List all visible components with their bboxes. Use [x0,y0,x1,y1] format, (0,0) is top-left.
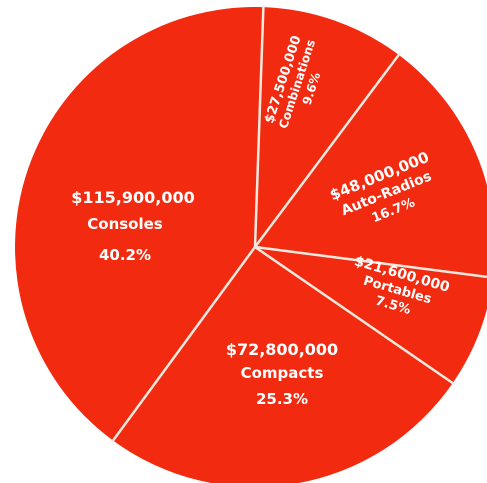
slice-divider-line [110,246,257,443]
label-group-consoles: $115,900,000 Consoles 40.2% [71,188,194,264]
slice-name-label: Compacts [241,364,324,382]
slice-percent-label: 40.2% [99,246,151,264]
slice-dividers [110,5,487,443]
label-group-compacts: $72,800,000 Compacts 25.3% [226,340,338,408]
pie-slice-portables [255,247,487,384]
slice-divider-line [253,52,401,248]
slice-amount-label: $72,800,000 [226,340,338,359]
slice-divider-line [253,5,265,248]
slice-divider-line [254,245,456,386]
pie-slice-auto-radios [255,54,487,277]
slice-percent-label: 25.3% [256,390,308,408]
pie-slice-consoles [15,7,264,441]
slice-name-label: Consoles [87,215,163,233]
pie-slices [15,7,487,483]
slice-divider-line [254,245,487,279]
slice-amount-label: $115,900,000 [71,188,194,207]
pie-slice-compacts [113,247,453,483]
pie-slice-combinations [255,7,399,248]
